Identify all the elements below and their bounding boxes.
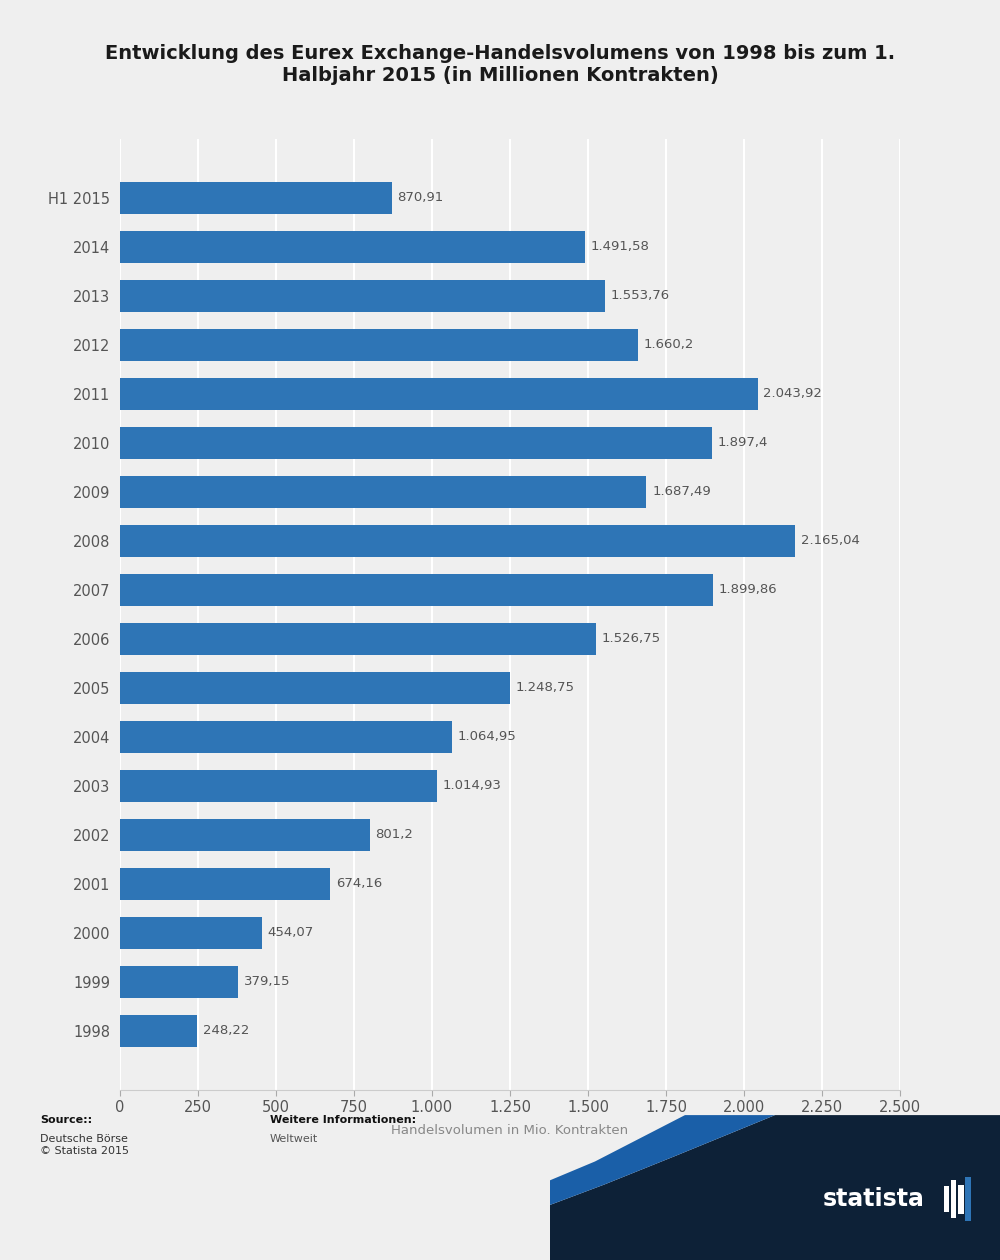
Polygon shape bbox=[550, 1115, 1000, 1260]
Text: Entwicklung des Eurex Exchange-Handelsvolumens von 1998 bis zum 1.
Halbjahr 2015: Entwicklung des Eurex Exchange-Handelsvo… bbox=[105, 44, 895, 86]
Bar bbox=[944, 1186, 949, 1212]
Bar bbox=[120, 181, 392, 214]
Text: 870,91: 870,91 bbox=[397, 192, 444, 204]
Bar bbox=[120, 427, 712, 459]
Text: 1.064,95: 1.064,95 bbox=[458, 731, 517, 743]
Text: 1.491,58: 1.491,58 bbox=[591, 241, 650, 253]
Bar bbox=[120, 231, 585, 262]
Text: 1.553,76: 1.553,76 bbox=[610, 290, 670, 302]
Text: statista: statista bbox=[823, 1187, 925, 1211]
Bar bbox=[120, 819, 370, 850]
Text: 1.687,49: 1.687,49 bbox=[652, 485, 711, 498]
Bar bbox=[120, 868, 330, 900]
Text: 1.014,93: 1.014,93 bbox=[442, 779, 501, 793]
Bar bbox=[120, 280, 605, 311]
Bar bbox=[120, 525, 795, 557]
Text: Weltweit: Weltweit bbox=[270, 1134, 318, 1144]
Text: 1.899,86: 1.899,86 bbox=[718, 583, 777, 596]
Text: 248,22: 248,22 bbox=[203, 1024, 249, 1037]
Polygon shape bbox=[550, 1115, 775, 1205]
Bar bbox=[120, 329, 638, 360]
Text: Deutsche Börse
© Statista 2015: Deutsche Börse © Statista 2015 bbox=[40, 1134, 129, 1155]
Bar bbox=[120, 966, 238, 998]
Text: 454,07: 454,07 bbox=[267, 926, 314, 939]
Text: 1.526,75: 1.526,75 bbox=[602, 633, 661, 645]
Text: 2.165,04: 2.165,04 bbox=[801, 534, 860, 547]
Text: 2.043,92: 2.043,92 bbox=[763, 387, 822, 401]
Text: 674,16: 674,16 bbox=[336, 877, 382, 891]
X-axis label: Handelsvolumen in Mio. Kontrakten: Handelsvolumen in Mio. Kontrakten bbox=[391, 1124, 629, 1137]
Text: 801,2: 801,2 bbox=[376, 828, 413, 842]
Text: Source::: Source:: bbox=[40, 1115, 92, 1125]
Bar bbox=[951, 1181, 956, 1218]
Bar bbox=[958, 1184, 964, 1213]
Bar bbox=[120, 672, 510, 703]
Bar bbox=[120, 917, 262, 949]
Bar bbox=[120, 721, 452, 752]
Bar bbox=[120, 1014, 197, 1047]
Text: Weitere Informationen:: Weitere Informationen: bbox=[270, 1115, 416, 1125]
Bar bbox=[120, 770, 437, 801]
Text: 1.248,75: 1.248,75 bbox=[515, 682, 574, 694]
Text: 1.897,4: 1.897,4 bbox=[718, 436, 768, 450]
Text: 379,15: 379,15 bbox=[244, 975, 290, 988]
Bar bbox=[120, 476, 646, 508]
Bar bbox=[120, 378, 758, 410]
Bar bbox=[120, 573, 713, 606]
Text: 1.660,2: 1.660,2 bbox=[644, 338, 694, 352]
Bar bbox=[965, 1177, 971, 1221]
Bar bbox=[120, 622, 596, 655]
